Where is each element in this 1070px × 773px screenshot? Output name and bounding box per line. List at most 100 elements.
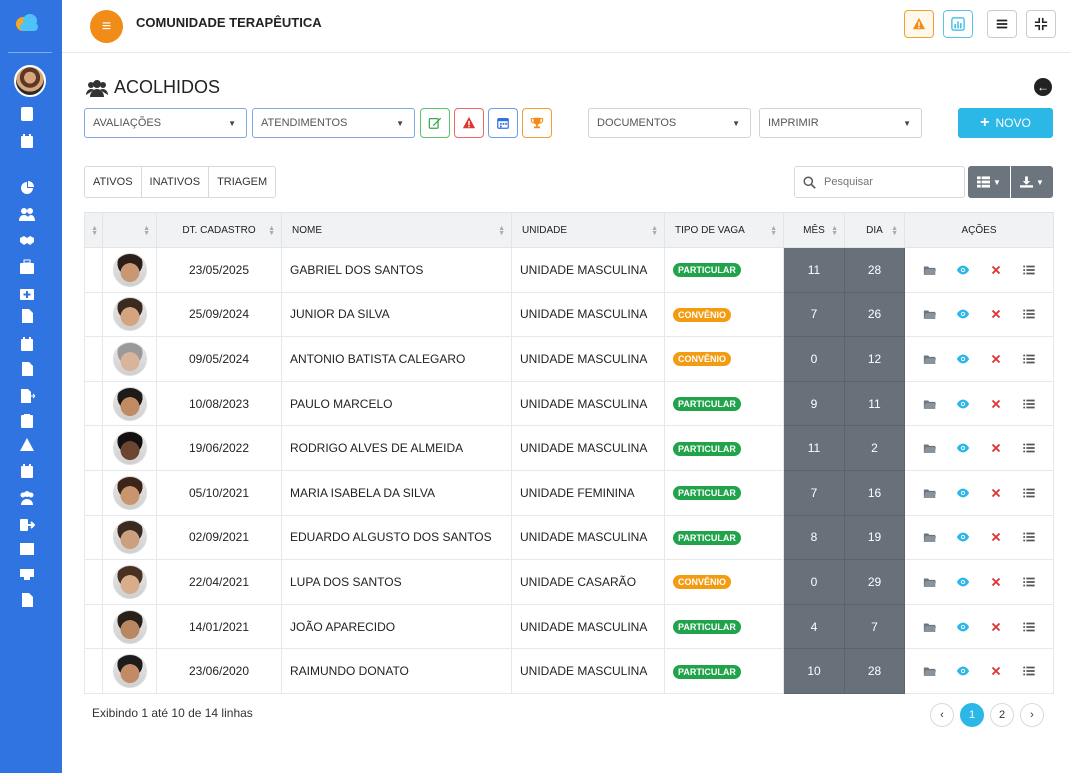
atendimentos-select[interactable]: ATENDIMENTOS ▼ [252,108,415,138]
search-input[interactable] [824,176,954,188]
close-icon[interactable] [989,441,1003,455]
sidebar-item-medkit-plus[interactable] [18,285,36,301]
chart-button[interactable] [943,10,973,38]
folder-open-icon[interactable] [923,620,937,634]
row-select-cell[interactable] [84,559,103,605]
tab-inativos[interactable]: INATIVOS [141,167,210,197]
table-row[interactable]: 09/05/2024 ANTONIO BATISTA CALEGARO UNIDAD… [84,336,1054,382]
close-icon[interactable] [989,397,1003,411]
list-icon[interactable] [1022,664,1036,678]
sidebar-item-cash[interactable] [18,566,36,582]
fullscreen-button[interactable] [1026,10,1056,38]
sidebar-item-user-card[interactable] [18,106,36,122]
sidebar-item-file-export[interactable] [18,388,36,404]
sidebar-item-medkit[interactable] [18,259,36,275]
eye-icon[interactable] [956,620,970,634]
table-row[interactable]: 23/05/2025 GABRIEL DOS SANTOS UNIDADE MASC… [84,247,1054,293]
alert-button[interactable] [904,10,934,38]
eye-icon[interactable] [956,307,970,321]
list-icon[interactable] [1022,263,1036,277]
eye-icon[interactable] [956,352,970,366]
list-icon[interactable] [1022,575,1036,589]
close-icon[interactable] [989,664,1003,678]
sidebar-item-file[interactable] [18,308,36,324]
imprimir-select[interactable]: IMPRIMIR ▼ [759,108,922,138]
eye-icon[interactable] [956,397,970,411]
list-icon[interactable] [1022,486,1036,500]
page-1-button[interactable]: 1 [960,703,984,727]
next-page-button[interactable]: › [1020,703,1044,727]
folder-open-icon[interactable] [923,575,937,589]
eye-icon[interactable] [956,664,970,678]
sidebar-item-pie-chart[interactable] [18,180,36,196]
avaliacoes-select[interactable]: AVALIAÇÕES ▼ [84,108,247,138]
close-icon[interactable] [989,307,1003,321]
novo-button[interactable]: + NOVO [958,108,1053,138]
sidebar-item-calendar-check[interactable] [18,336,36,352]
row-select-cell[interactable] [84,291,103,338]
col-nome-header[interactable]: NOME ▲ ▼ [281,212,512,248]
close-icon[interactable] [989,530,1003,544]
col-unidade-header[interactable]: UNIDADE ▲ ▼ [511,212,665,248]
close-icon[interactable] [989,352,1003,366]
menu-toggle-button[interactable]: ≡ [90,10,123,43]
eye-icon[interactable] [956,575,970,589]
row-select-cell[interactable] [84,336,103,382]
sidebar-item-handshake[interactable] [18,232,36,248]
tab-ativos[interactable]: ATIVOS [85,167,142,197]
prev-page-button[interactable]: ‹ [930,703,954,727]
close-icon[interactable] [989,575,1003,589]
sidebar-item-table[interactable] [18,541,36,557]
row-select-cell[interactable] [84,603,103,650]
folder-open-icon[interactable] [923,664,937,678]
sidebar-item-document[interactable] [18,592,36,608]
row-select-cell[interactable] [84,380,103,427]
documentos-select[interactable]: DOCUMENTOS ▼ [588,108,751,138]
table-row[interactable]: 23/06/2020 RAIMUNDO DONATO UNIDADE MASCULI… [84,648,1054,694]
list-icon[interactable] [1022,620,1036,634]
calendar-button[interactable] [488,108,518,138]
columns-dropdown[interactable]: ▼ [968,166,1010,198]
sidebar-item-calendar-day[interactable] [18,463,36,479]
row-select-cell[interactable] [84,514,103,561]
award-button[interactable] [522,108,552,138]
table-row[interactable]: 19/06/2022 RODRIGO ALVES DE ALMEIDA UNIDAD… [84,425,1054,471]
eye-icon[interactable] [956,486,970,500]
alert-filter-button[interactable] [454,108,484,138]
list-icon[interactable] [1022,307,1036,321]
back-button[interactable]: ← [1034,78,1052,96]
col-photo-header[interactable]: ▲ ▼ [102,212,157,248]
col-dia-header[interactable]: DIA ▲ ▼ [844,212,905,248]
eye-icon[interactable] [956,263,970,277]
col-vaga-header[interactable]: TIPO DE VAGA ▲ ▼ [664,212,784,248]
close-icon[interactable] [989,486,1003,500]
table-row[interactable]: 02/09/2021 EDUARDO ALGUSTO DOS SANTOS UNID… [84,514,1054,561]
row-select-cell[interactable] [84,469,103,516]
sidebar-item-users[interactable] [18,206,36,222]
page-2-button[interactable]: 2 [990,703,1014,727]
eye-icon[interactable] [956,530,970,544]
sidebar-item-clipboard[interactable] [18,413,36,429]
sidebar-item-file-lines[interactable] [18,361,36,377]
folder-open-icon[interactable] [923,397,937,411]
tab-triagem[interactable]: TRIAGEM [209,167,276,197]
sidebar-item-calendar[interactable] [18,133,36,149]
sidebar-item-sign-out[interactable] [18,517,36,533]
eye-icon[interactable] [956,441,970,455]
table-row[interactable]: 25/09/2024 JUNIOR DA SILVA UNIDADE MASCULI… [84,291,1054,338]
list-icon[interactable] [1022,397,1036,411]
sidebar-item-group[interactable] [18,490,36,506]
folder-open-icon[interactable] [923,530,937,544]
export-dropdown[interactable]: ▼ [1011,166,1053,198]
row-select-cell[interactable] [84,425,103,471]
list-menu-button[interactable] [987,10,1017,38]
folder-open-icon[interactable] [923,486,937,500]
list-icon[interactable] [1022,352,1036,366]
table-row[interactable]: 14/01/2021 JOÃO APARECIDO UNIDADE MASCULIN… [84,603,1054,650]
list-icon[interactable] [1022,441,1036,455]
table-row[interactable]: 10/08/2023 PAULO MARCELO UNIDADE MASCULINA… [84,380,1054,427]
row-select-cell[interactable] [84,648,103,694]
folder-open-icon[interactable] [923,307,937,321]
folder-open-icon[interactable] [923,441,937,455]
close-icon[interactable] [989,263,1003,277]
